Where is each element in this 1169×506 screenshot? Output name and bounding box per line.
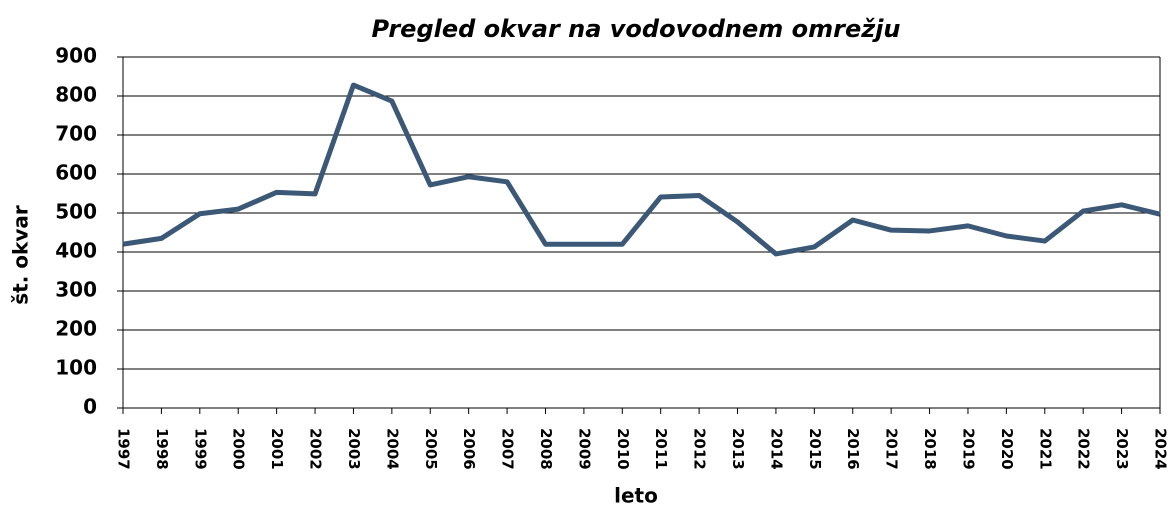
- x-tick-label: 2019: [959, 428, 977, 470]
- y-tick-label: 600: [55, 161, 97, 185]
- x-tick-label: 1998: [153, 428, 171, 470]
- data-line: [122, 82, 1161, 257]
- y-tick-label: 200: [55, 317, 97, 341]
- x-axis-title: leto: [614, 484, 658, 506]
- y-tick-label: 400: [55, 239, 97, 263]
- y-tick-label: 0: [83, 395, 97, 419]
- x-tick-label: 2023: [1113, 428, 1131, 470]
- x-tick-label: 2005: [422, 428, 440, 470]
- x-tick-label: 2000: [230, 428, 248, 470]
- x-tick-label: 2011: [652, 428, 670, 470]
- x-tick-label: 2002: [307, 428, 325, 470]
- x-tick-label: 2020: [998, 428, 1016, 470]
- x-tick-label: 2017: [883, 428, 901, 470]
- x-tick-label: 2015: [806, 428, 824, 470]
- x-tick-label: 2010: [614, 428, 632, 470]
- y-tick-label: 300: [55, 278, 97, 302]
- y-tick-label: 500: [55, 200, 97, 224]
- x-tick-label: 2006: [460, 428, 478, 470]
- y-axis-title: št. okvar: [9, 205, 33, 305]
- chart-title: Pregled okvar na vodovodnem omrežju: [371, 15, 900, 43]
- x-tick-label: 2018: [921, 428, 939, 470]
- x-tick-label: 1999: [191, 428, 209, 470]
- y-tick-label: 900: [55, 44, 97, 68]
- x-tick-label: 2022: [1075, 428, 1093, 470]
- x-tick-label: 1997: [115, 428, 133, 470]
- x-tick-label: 2013: [729, 428, 747, 470]
- x-tick-label: 2001: [268, 428, 286, 470]
- x-tick-label: 2008: [537, 428, 555, 470]
- x-tick-label: 2012: [691, 428, 709, 470]
- x-tick-label: 2016: [844, 428, 862, 470]
- y-tick-label: 800: [55, 83, 97, 107]
- y-tick-label: 100: [55, 356, 97, 380]
- x-tick-label: 2009: [575, 428, 593, 470]
- x-tick-label: 2003: [345, 428, 363, 470]
- x-tick-label: 2004: [383, 428, 401, 470]
- x-tick-label: 2014: [767, 428, 785, 470]
- y-tick-label: 700: [55, 122, 97, 146]
- x-tick-label: 2021: [1036, 428, 1054, 470]
- x-tick-label: 2024: [1152, 428, 1169, 470]
- x-tick-label: 2007: [499, 428, 517, 470]
